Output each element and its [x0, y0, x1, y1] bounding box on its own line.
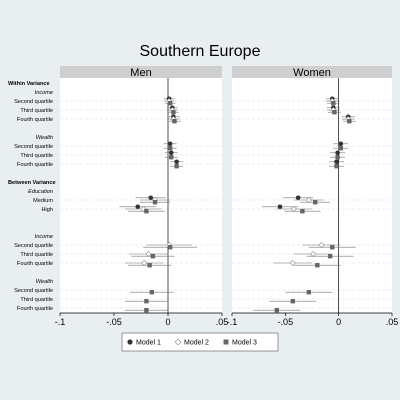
group-label: Within Variance: [8, 81, 50, 87]
point-model-1: [335, 150, 340, 156]
point-model-3: [330, 245, 335, 250]
row-label: Fourth quartile: [17, 261, 53, 267]
row-label: Fourth quartile: [17, 162, 53, 168]
chart-title: Southern Europe: [140, 43, 261, 60]
x-tick-label: .05: [386, 317, 399, 327]
subgroup-label: Wealth: [36, 135, 53, 141]
point-model-3: [306, 290, 311, 295]
point-model-3: [331, 101, 336, 106]
point-model-1: [277, 204, 283, 210]
point-model-2: [290, 205, 297, 213]
point-model-3: [332, 110, 337, 115]
point-model-3: [167, 245, 173, 250]
x-tick-label: -.05: [106, 317, 122, 327]
point-model-1: [338, 141, 344, 147]
legend-marker: [127, 339, 133, 345]
point-model-1: [174, 159, 179, 165]
point-model-2: [141, 259, 148, 267]
panel-1: Men -.1 -.05 0 .05: [55, 66, 229, 327]
panel-header: [232, 66, 392, 78]
x-tick-label: -.05: [278, 317, 294, 327]
point-model-2: [289, 259, 296, 267]
point-model-3: [147, 263, 152, 268]
point-model-3: [338, 146, 343, 151]
point-model-2: [310, 250, 317, 258]
point-model-1: [135, 204, 141, 210]
row-label: Second quartile: [14, 144, 53, 150]
x-tick-label: 0: [165, 317, 170, 327]
row-label: Second quartile: [14, 288, 53, 294]
point-model-1: [334, 159, 339, 165]
point-model-3: [335, 155, 340, 160]
point-model-3: [144, 299, 149, 304]
legend-label: Model 1: [136, 340, 161, 347]
subgroup-label: Wealth: [36, 279, 53, 285]
point-model-3: [149, 290, 154, 295]
row-label: High: [41, 207, 53, 213]
panel-2: Women -.1 -.05 0 .05: [227, 66, 399, 327]
point-model-3: [300, 209, 305, 214]
point-model-3: [334, 164, 339, 169]
point-model-3: [167, 101, 173, 106]
panel-title: Men: [130, 67, 151, 79]
point-model-3: [152, 200, 158, 205]
plot-area: [60, 78, 222, 313]
x-tick-label: -.1: [55, 317, 66, 327]
legend-marker: [223, 339, 229, 345]
point-model-3: [167, 146, 173, 151]
x-tick-label: .05: [216, 317, 229, 327]
point-model-3: [169, 155, 174, 160]
point-model-1: [168, 150, 174, 156]
legend-label: Model 3: [232, 340, 257, 347]
point-model-3: [290, 299, 295, 304]
point-model-3: [347, 119, 352, 124]
point-model-3: [315, 263, 320, 268]
row-label: Third quartile: [20, 108, 53, 114]
point-model-3: [274, 308, 279, 313]
point-model-3: [327, 254, 333, 259]
x-tick-label: -.1: [227, 317, 238, 327]
row-label: Third quartile: [20, 252, 53, 258]
row-label: Third quartile: [20, 297, 53, 303]
point-model-2: [318, 241, 325, 249]
point-model-1: [167, 141, 173, 147]
point-model-1: [148, 195, 154, 201]
group-label: Between Variance: [8, 180, 56, 186]
point-model-2: [145, 250, 152, 258]
legend-box: [121, 332, 279, 352]
point-model-3: [171, 110, 176, 115]
point-model-3: [144, 308, 149, 313]
legend-label: Model 2: [184, 340, 209, 347]
subgroup-label: Education: [28, 189, 53, 195]
row-label: Medium: [33, 198, 53, 204]
legend-marker: [174, 338, 182, 346]
panel-header: [60, 66, 222, 78]
panel-title: Women: [293, 67, 331, 79]
point-model-3: [174, 164, 179, 169]
row-label: Fourth quartile: [17, 306, 53, 312]
x-tick-label: 0: [336, 317, 341, 327]
row-label: Second quartile: [14, 243, 53, 249]
row-label: Third quartile: [20, 153, 53, 159]
point-model-3: [172, 119, 177, 124]
subgroup-label: Income: [35, 234, 53, 240]
row-label: Fourth quartile: [17, 117, 53, 123]
row-label: Second quartile: [14, 99, 53, 105]
subgroup-label: Income: [35, 90, 53, 96]
point-model-2: [305, 196, 312, 204]
point-model-2: [140, 205, 147, 213]
point-model-3: [313, 200, 318, 205]
point-model-3: [144, 209, 149, 214]
plot-area: [232, 78, 392, 313]
point-model-3: [150, 254, 156, 259]
point-model-1: [295, 195, 301, 201]
